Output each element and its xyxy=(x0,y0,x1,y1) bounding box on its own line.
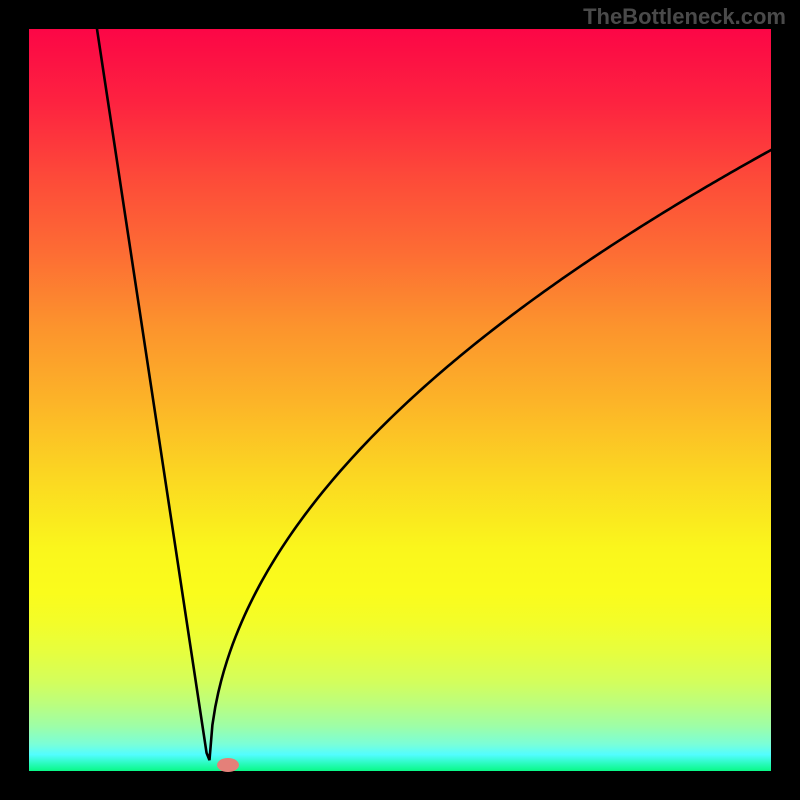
bottleneck-chart xyxy=(0,0,800,800)
watermark-text: TheBottleneck.com xyxy=(583,4,786,30)
optimal-point-marker xyxy=(217,758,239,772)
plot-background xyxy=(29,29,771,771)
